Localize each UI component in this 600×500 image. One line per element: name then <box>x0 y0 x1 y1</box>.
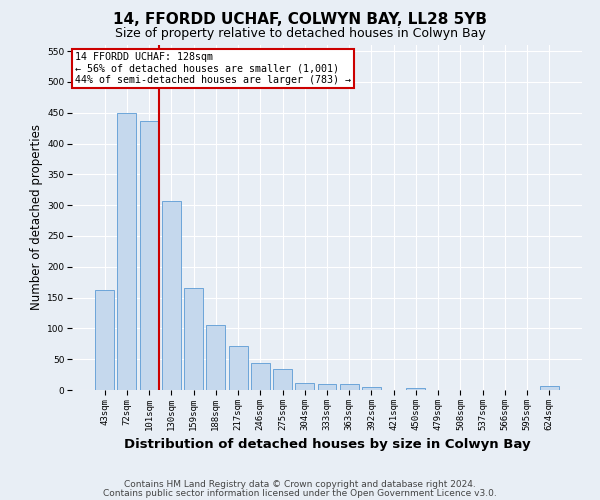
X-axis label: Distribution of detached houses by size in Colwyn Bay: Distribution of detached houses by size … <box>124 438 530 451</box>
Bar <box>118 114 136 390</box>
Bar <box>206 324 225 390</box>
Text: Contains HM Land Registry data © Crown copyright and database right 2024.: Contains HM Land Registry data © Crown c… <box>124 480 476 489</box>
Text: 14 FFORDD UCHAF: 128sqm
← 56% of detached houses are smaller (1,001)
44% of semi: 14 FFORDD UCHAF: 128sqm ← 56% of detache… <box>74 52 350 85</box>
Bar <box>295 383 314 390</box>
Bar <box>340 384 359 390</box>
Bar <box>229 346 248 390</box>
Text: Size of property relative to detached houses in Colwyn Bay: Size of property relative to detached ho… <box>115 28 485 40</box>
Bar <box>273 369 292 390</box>
Bar <box>540 386 559 390</box>
Bar <box>251 363 270 390</box>
Text: Contains public sector information licensed under the Open Government Licence v3: Contains public sector information licen… <box>103 488 497 498</box>
Bar <box>162 201 181 390</box>
Bar <box>140 122 158 390</box>
Bar <box>95 290 114 390</box>
Y-axis label: Number of detached properties: Number of detached properties <box>30 124 43 310</box>
Text: 14, FFORDD UCHAF, COLWYN BAY, LL28 5YB: 14, FFORDD UCHAF, COLWYN BAY, LL28 5YB <box>113 12 487 28</box>
Bar <box>406 388 425 390</box>
Bar <box>362 387 381 390</box>
Bar <box>184 288 203 390</box>
Bar <box>317 384 337 390</box>
